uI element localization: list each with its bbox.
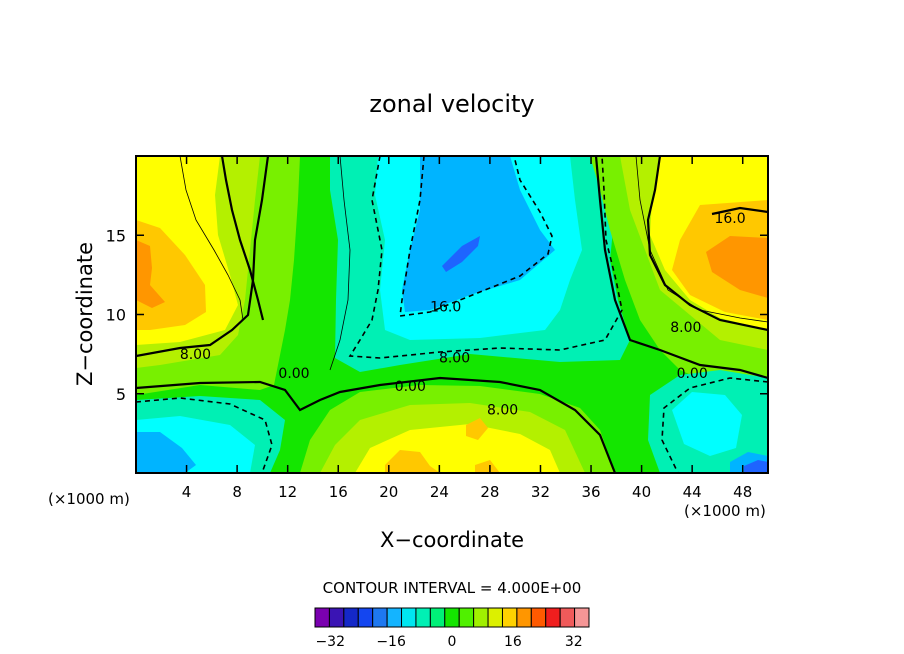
x-tick-label: 40 (632, 483, 651, 501)
contour-labels: 16.0 16.0 8.00 8.00 8.00 8.00 0.00 0.00 0.00 (180, 211, 746, 419)
colorbar-swatch (343, 607, 359, 628)
field-center-darkblue (442, 236, 480, 272)
colorbar-swatch (501, 607, 518, 628)
contour-neg-bottomleft (136, 397, 273, 473)
contour-thin-right (635, 156, 768, 323)
x-tick-label: 28 (480, 483, 499, 501)
colorbar-tick-label: 16 (504, 634, 522, 650)
y-tick-label: 5 (116, 385, 126, 404)
x-axis-title: X−coordinate (380, 528, 524, 552)
colorbar-swatch (530, 607, 547, 628)
field-left-orange (136, 240, 165, 308)
colorbar-swatch (401, 607, 417, 628)
colorbar-swatch (487, 607, 503, 628)
colorbar-swatch (545, 607, 561, 628)
contour-label: 0.00 (395, 379, 426, 395)
x-tick-label: 20 (379, 483, 398, 501)
x-unit-right: (×1000 m) (684, 502, 766, 520)
colorbar-swatch (357, 607, 374, 628)
contour-16-right (711, 206, 768, 216)
colorbar-swatch (429, 607, 446, 628)
field-bottom-gold-1 (385, 450, 440, 473)
y-axis-ticks: 5 10 15 (106, 226, 768, 404)
contour-label: 8.00 (180, 347, 211, 363)
contour-label: 16.0 (714, 211, 745, 227)
x-tick-label: 4 (182, 483, 192, 501)
contour-neg-center (348, 156, 623, 359)
field-bottomright-cyan (672, 392, 742, 456)
contour-zero-upper-left (136, 156, 270, 358)
field-bottomright-darkblue (744, 460, 768, 473)
y-axis-title: Z−coordinate (73, 242, 97, 386)
colorbar-swatch (328, 607, 345, 628)
contour-label: 8.00 (670, 320, 701, 336)
colorbar-swatch (458, 607, 475, 628)
contour-neg-inner (399, 156, 553, 317)
colorbar: −32 −16 0 16 32 (314, 607, 590, 650)
x-tick-label: 8 (232, 483, 242, 501)
colorbar-swatch (386, 607, 403, 628)
colorbar-tick-label: −16 (376, 634, 406, 650)
contour-thin-center (329, 156, 351, 371)
x-tick-label: 16 (329, 483, 348, 501)
x-tick-label: 44 (683, 483, 702, 501)
x-tick-label: 32 (531, 483, 550, 501)
plot-area (136, 156, 768, 473)
field-bottom-gold-2 (466, 418, 488, 440)
colorbar-swatch (559, 607, 576, 628)
colorbar-swatch (516, 607, 532, 628)
contour-label: 16.0 (430, 300, 461, 316)
field-bottomleft-lightblue (136, 432, 196, 473)
chart-title: zonal velocity (369, 90, 534, 118)
colorbar-tick-label: 32 (565, 634, 583, 650)
y-tick-label: 15 (106, 226, 126, 245)
contour-zero-right (594, 156, 768, 380)
contour-label: 8.00 (439, 350, 470, 366)
colorbar-swatch (372, 607, 388, 628)
colorbar-tick-label: 0 (448, 634, 457, 650)
field-right-orange (706, 236, 768, 298)
colorbar-swatch (444, 607, 460, 628)
field-center-lightblue (402, 156, 555, 312)
x-unit-left: (×1000 m) (48, 490, 130, 508)
contour-label: 0.00 (278, 366, 309, 382)
x-tick-label: 12 (278, 483, 297, 501)
contour-neg-bottomright (661, 377, 768, 473)
contour-thin-left (179, 156, 244, 321)
contour-zero-main (136, 376, 617, 473)
x-tick-label: 24 (430, 483, 449, 501)
contour-zero-left-col (220, 156, 265, 321)
x-axis-ticks: 4 8 12 16 20 24 28 32 36 40 44 48 (182, 156, 752, 501)
colorbar-tick-label: −32 (315, 634, 345, 650)
field-bottom-gold-3 (475, 460, 500, 473)
y-tick-label: 10 (106, 306, 126, 325)
colorbar-swatch (473, 607, 489, 628)
contour-label: 0.00 (677, 366, 708, 382)
colorbar-swatch (415, 607, 431, 628)
colorbar-swatch (574, 607, 590, 628)
contour-label: 8.00 (487, 403, 518, 419)
x-tick-label: 48 (733, 483, 752, 501)
contour-zero-right-upper (646, 156, 768, 332)
x-tick-label: 36 (581, 483, 600, 501)
contour-interval: CONTOUR INTERVAL = 4.000E+00 (323, 579, 582, 597)
colorbar-swatch (314, 607, 330, 628)
